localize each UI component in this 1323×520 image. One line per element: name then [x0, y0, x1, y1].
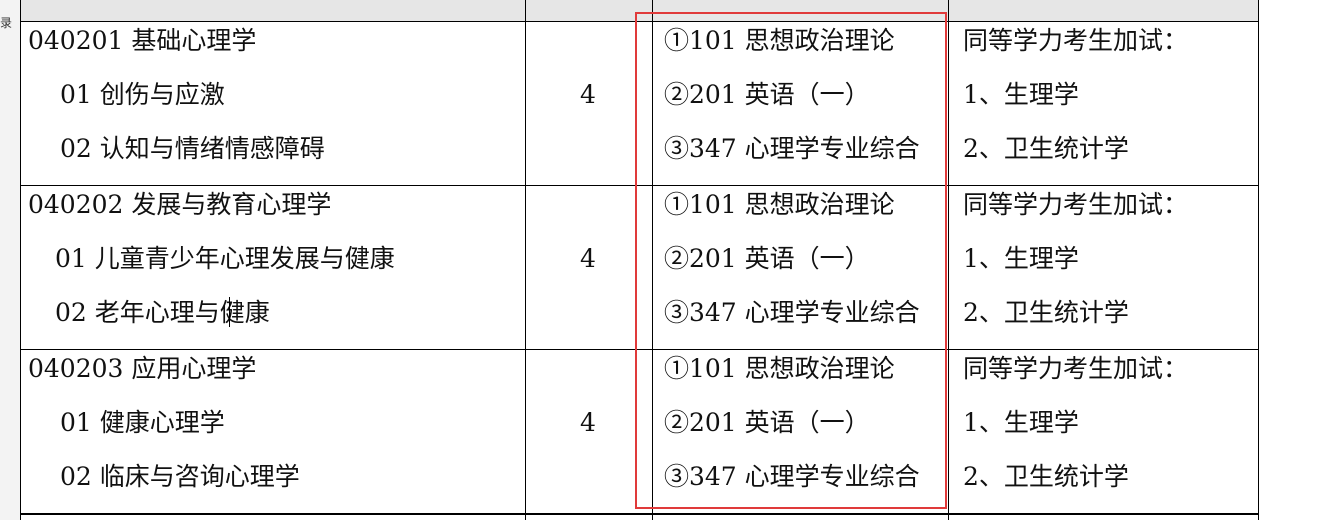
note-text: 1、生理学 — [963, 244, 1079, 273]
direction-name: 01 儿童青少年心理发展与健康 — [55, 244, 395, 273]
note-text: 1、生理学 — [963, 408, 1079, 437]
side-label: 录 — [0, 16, 13, 30]
note-text: 同等学力考生加试： — [963, 354, 1189, 383]
exam-subject: ③347 心理学专业综合 — [664, 298, 920, 327]
enrollment-count: 4 — [580, 244, 596, 273]
col-divider — [20, 0, 21, 520]
direction-name: 02 老年心理与健康 — [55, 298, 270, 327]
highlight-box — [635, 12, 947, 509]
direction-name: 02 临床与咨询心理学 — [60, 462, 300, 491]
col-divider — [1258, 0, 1259, 520]
major-name: 040203 应用心理学 — [28, 354, 257, 383]
major-name: 040202 发展与教育心理学 — [28, 190, 332, 219]
note-text: 1、生理学 — [963, 80, 1079, 109]
direction-name: 01 健康心理学 — [60, 408, 225, 437]
exam-subject: ③347 心理学专业综合 — [664, 134, 920, 163]
direction-name: 01 创伤与应激 — [60, 80, 225, 109]
enrollment-count: 4 — [580, 80, 596, 109]
enrollment-count: 4 — [580, 408, 596, 437]
note-text: 同等学力考生加试： — [963, 26, 1189, 55]
text-cursor — [229, 297, 230, 327]
exam-subject: ①101 思想政治理论 — [664, 26, 895, 55]
exam-subject: ③347 心理学专业综合 — [664, 462, 920, 491]
direction-name: 02 认知与情绪情感障碍 — [60, 134, 325, 163]
row-divider — [20, 21, 1258, 22]
exam-subject: ②201 英语（一） — [664, 244, 870, 273]
note-text: 同等学力考生加试： — [963, 190, 1189, 219]
row-divider — [20, 349, 1258, 350]
exam-subject: ②201 英语（一） — [664, 80, 870, 109]
col-divider — [652, 0, 653, 520]
exam-subject: ①101 思想政治理论 — [664, 190, 895, 219]
exam-subject: ①101 思想政治理论 — [664, 354, 895, 383]
major-name: 040201 基础心理学 — [28, 26, 257, 55]
row-divider — [20, 513, 1258, 515]
note-text: 2、卫生统计学 — [963, 298, 1129, 327]
note-text: 2、卫生统计学 — [963, 134, 1129, 163]
side-panel: 录 — [0, 0, 20, 520]
exam-subject: ②201 英语（一） — [664, 408, 870, 437]
col-divider — [525, 0, 526, 520]
row-divider — [20, 185, 1258, 186]
note-text: 2、卫生统计学 — [963, 462, 1129, 491]
col-divider — [948, 0, 949, 520]
